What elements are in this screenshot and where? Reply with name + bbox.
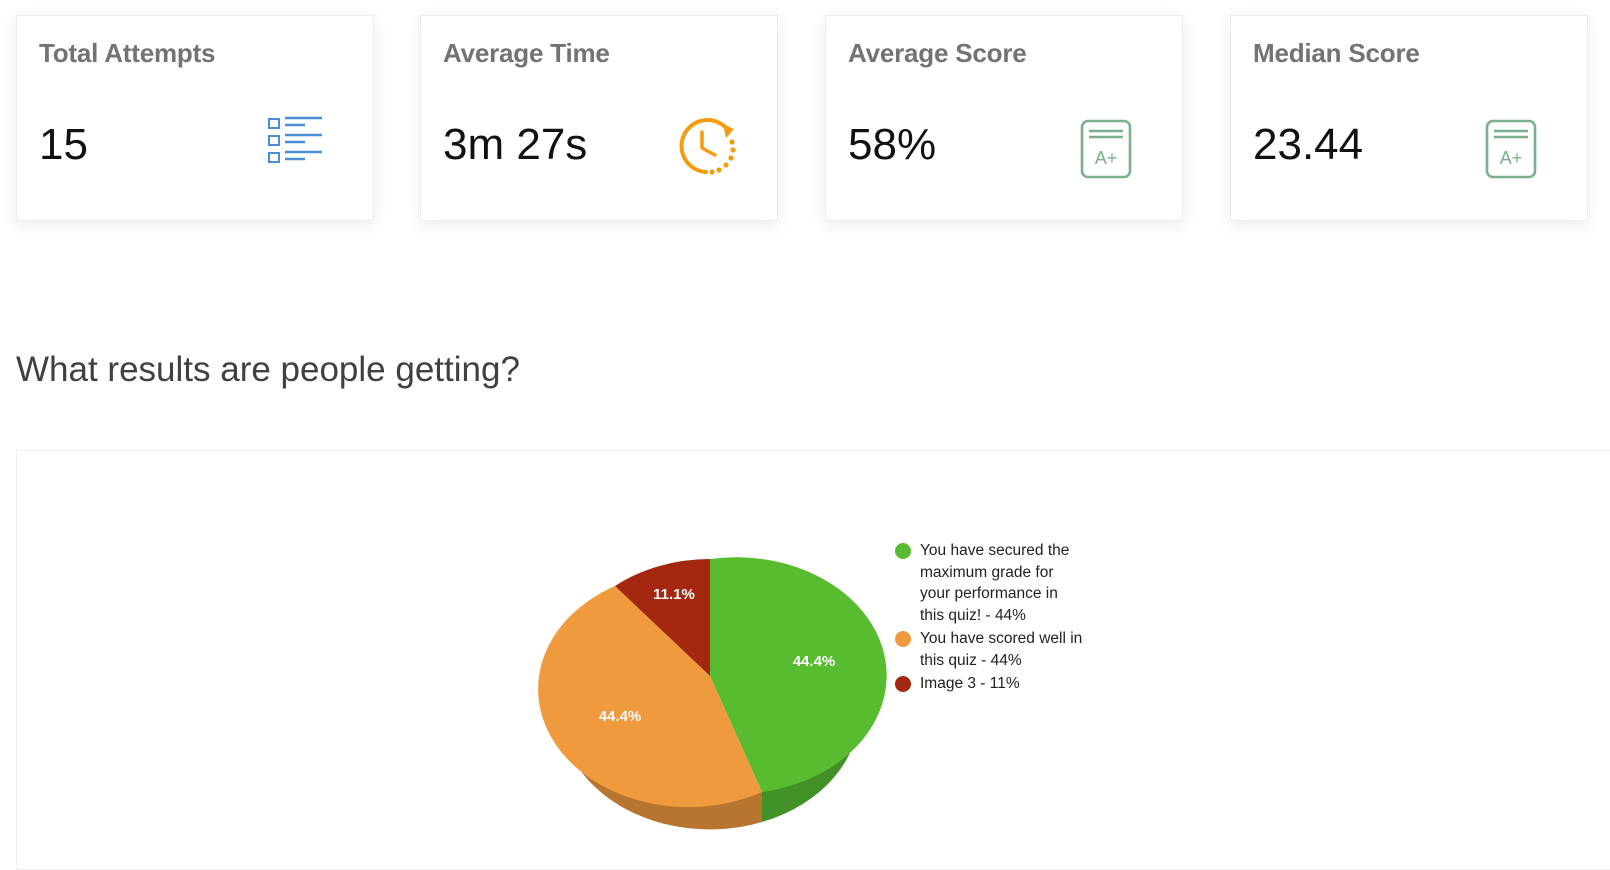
stat-card-title: Total Attempts xyxy=(39,38,216,68)
clock-history-icon xyxy=(679,118,736,175)
stat-card-title: Median Score xyxy=(1253,38,1420,68)
stat-card-total-attempts: Total Attempts 15 xyxy=(16,15,374,221)
stat-card-average-score: Average Score 58% A+ xyxy=(825,15,1183,221)
stat-card-title: Average Time xyxy=(443,38,610,68)
svg-text:A+: A+ xyxy=(1095,148,1118,168)
stats-cards-row: Total Attempts 15 Average Time 3m 27s xyxy=(16,15,1589,222)
stat-card-median-score: Median Score 23.44 A+ xyxy=(1230,15,1588,221)
stat-card-average-time: Average Time 3m 27s xyxy=(420,15,778,221)
legend-item[interactable]: You have scored well in this quiz - 44% xyxy=(895,628,1085,671)
results-chart-container xyxy=(16,450,1610,870)
stat-card-title: Average Score xyxy=(848,38,1027,68)
legend-label: You have scored well in this quiz - 44% xyxy=(920,630,1083,669)
stat-card-value: 15 xyxy=(39,120,88,169)
legend-dot-icon xyxy=(895,631,911,647)
stat-card-value: 23.44 xyxy=(1253,120,1364,169)
legend-item[interactable]: You have secured the maximum grade for y… xyxy=(895,540,1085,626)
legend-label: Image 3 - 11% xyxy=(920,675,1020,692)
legend-dot-icon xyxy=(895,676,911,692)
stat-card-value: 58% xyxy=(848,120,937,169)
svg-text:A+: A+ xyxy=(1500,148,1523,168)
grade-a-plus-icon: A+ xyxy=(1485,119,1537,179)
stat-card-value: 3m 27s xyxy=(443,120,588,169)
legend-item[interactable]: Image 3 - 11% xyxy=(895,673,1085,695)
chart-legend: You have secured the maximum grade for y… xyxy=(895,540,1085,697)
list-checklist-icon xyxy=(268,116,322,163)
legend-label: You have secured the maximum grade for y… xyxy=(920,542,1070,624)
results-section-title: What results are people getting? xyxy=(16,350,520,389)
legend-dot-icon xyxy=(895,543,911,559)
grade-a-plus-icon: A+ xyxy=(1080,119,1132,179)
